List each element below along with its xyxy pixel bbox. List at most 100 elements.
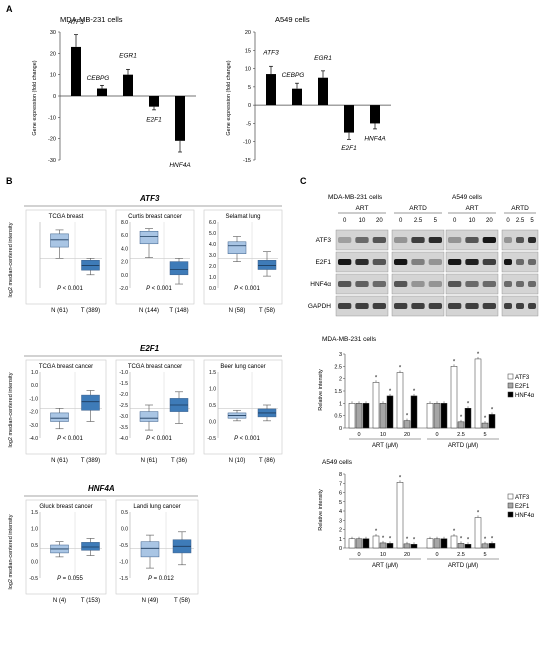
plot-title: Landi lung cancer: [133, 504, 180, 510]
bar-label: ATF3: [67, 19, 84, 26]
blot-band: [516, 237, 524, 243]
panel-b-letter: B: [6, 176, 13, 186]
x-group-label: ARTD (μM): [448, 443, 478, 449]
group-label-normal: N (61): [141, 458, 158, 464]
bar: [488, 543, 496, 549]
blot-band: [428, 237, 442, 243]
box: [227, 241, 247, 254]
significance-mark: *: [460, 536, 463, 542]
plot-frame: [203, 359, 283, 455]
blot-band: [338, 303, 352, 309]
significance-mark: *: [467, 401, 470, 407]
plot-y-tick-label: 1.0: [209, 387, 216, 393]
y-tick-label: 2: [339, 528, 342, 534]
legend-swatch: [507, 382, 514, 389]
bar-label: E2F1: [341, 145, 357, 152]
y-tick-label: -20: [48, 137, 56, 143]
blot-band: [465, 303, 479, 309]
bar: [426, 538, 434, 549]
blot-band: [528, 303, 536, 309]
x-group-label: ARTD (μM): [448, 563, 478, 569]
panel-b-ylabel: log2 median-centered intensity: [8, 222, 14, 297]
box: [257, 260, 277, 270]
bar-label: HNF4A: [364, 135, 385, 142]
bar: [410, 544, 418, 549]
bar-label: CEBPG: [282, 72, 305, 79]
blot-band: [428, 259, 442, 265]
significance-mark: *: [453, 529, 456, 535]
blot-row-label: HNF4α: [310, 281, 331, 288]
blot-band: [448, 259, 462, 265]
y-tick-label: 0: [53, 94, 56, 100]
blot-row-label: GAPDH: [308, 303, 331, 310]
group-label-tumor: T (148): [169, 308, 188, 314]
blot-band: [394, 237, 408, 243]
y-tick-label: 0: [339, 426, 342, 432]
box: [81, 394, 100, 411]
bar: [488, 414, 496, 429]
plot-frame: [25, 209, 107, 305]
group-label-tumor: T (36): [171, 458, 187, 464]
bar-label: HNF4A: [169, 162, 190, 169]
box: [81, 542, 100, 551]
plot-y-tick-label: 0.0: [121, 273, 128, 279]
bar: [474, 358, 482, 429]
blot-band: [372, 281, 386, 287]
legend-label: E2F1: [515, 384, 530, 390]
bar: [440, 538, 448, 549]
p-value: P < 0.001: [234, 436, 260, 442]
bar: [355, 538, 363, 549]
bar: [362, 538, 370, 549]
bar: [123, 74, 133, 96]
blot-dose-label: 5: [530, 218, 534, 224]
blot-band: [372, 259, 386, 265]
blot-band: [411, 237, 425, 243]
significance-mark: *: [375, 375, 378, 381]
x-dose-label: 2.5: [457, 432, 465, 438]
y-tick-label: 3: [339, 518, 342, 524]
p-value: P < 0.001: [57, 286, 83, 292]
blot-group-label: ART: [356, 205, 369, 212]
plot-y-tick-label: 0.0: [31, 560, 38, 566]
y-tick-label: 2.5: [334, 364, 342, 370]
bar: [396, 482, 404, 549]
bar-label: EGR1: [314, 55, 332, 62]
bar: [175, 96, 185, 141]
plot-title: TCGA breast cancer: [39, 364, 93, 370]
bar: [440, 403, 448, 429]
x-dose-label: 10: [380, 552, 386, 558]
group-label-tumor: T (153): [81, 598, 100, 604]
x-group-label: ART (μM): [372, 563, 398, 569]
blot-band: [411, 259, 425, 265]
bar: [71, 46, 81, 96]
blot-band: [528, 259, 536, 265]
y-tick-label: 30: [50, 30, 56, 36]
plot-y-tick-label: -2.5: [119, 403, 128, 409]
bar: [474, 517, 482, 549]
plot-y-tick-label: 5.0: [209, 231, 216, 237]
plot-y-tick-label: -1.0: [119, 370, 128, 376]
plot-y-tick-label: -4.0: [119, 436, 128, 442]
plot-y-tick-label: -2.0: [119, 286, 128, 292]
plot-title: Beer lung cancer: [220, 364, 265, 370]
y-tick-label: 4: [339, 509, 342, 515]
bar: [370, 105, 380, 124]
x-dose-label: 5: [483, 552, 486, 558]
panel-c-letter: C: [300, 176, 307, 186]
blot-band: [448, 281, 462, 287]
plot-frame: [25, 359, 107, 455]
panel-b-ylabel: log2 median-centered intensity: [8, 372, 14, 447]
blot-band: [516, 303, 524, 309]
p-value: P < 0.001: [146, 286, 172, 292]
bar: [433, 403, 441, 429]
blot-band: [448, 303, 462, 309]
blot-band: [355, 281, 369, 287]
y-tick-label: 20: [50, 51, 56, 57]
group-label-normal: N (144): [139, 308, 159, 314]
panel-a-ylabel: Gene expression (fold change): [32, 60, 38, 135]
significance-mark: *: [375, 529, 378, 535]
y-tick-label: 0: [339, 546, 342, 552]
bar: [403, 420, 411, 429]
y-tick-label: 6: [339, 491, 342, 497]
